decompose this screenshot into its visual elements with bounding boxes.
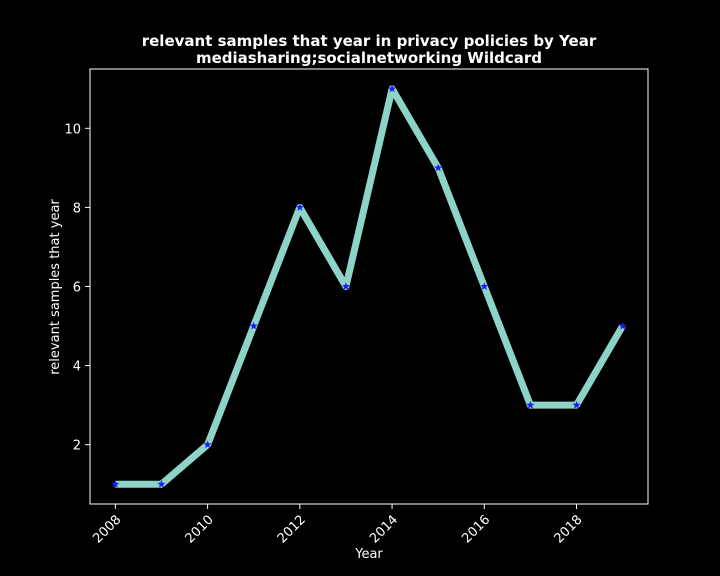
x-tick-label: 2018 (552, 512, 586, 546)
data-point-marker (572, 400, 581, 409)
chart-title: relevant samples that year in privacy po… (142, 32, 597, 50)
data-point-marker (111, 480, 120, 488)
data-point-marker (388, 84, 397, 93)
y-tick-label: 8 (73, 201, 81, 216)
x-tick-label: 2014 (367, 512, 401, 546)
y-tick-label: 6 (73, 281, 81, 296)
x-tick-label: 2012 (275, 512, 309, 546)
y-axis: 2 4 6 8 10 (64, 122, 90, 454)
data-point-marker (157, 480, 166, 488)
x-tick-label: 2008 (90, 512, 124, 546)
y-tick-label: 10 (64, 122, 81, 137)
plot-frame (89, 68, 649, 505)
x-tick-label: 2010 (183, 512, 217, 546)
data-point-marker (203, 440, 212, 449)
data-point-marker (295, 203, 304, 211)
data-point-marker (434, 163, 443, 172)
y-tick-label: 2 (73, 439, 81, 454)
data-markers (111, 84, 627, 488)
data-point-marker (526, 400, 535, 409)
chart-subtitle: mediasharing;socialnetworking Wildcard (196, 49, 542, 67)
y-tick-label: 4 (73, 360, 81, 375)
data-point-marker (618, 321, 627, 330)
data-point-marker (249, 321, 258, 330)
data-point-marker (480, 282, 489, 290)
y-axis-label: relevant samples that year (48, 199, 63, 375)
x-tick-label: 2016 (459, 512, 493, 546)
series-line (115, 85, 626, 488)
x-axis-label: Year (354, 547, 383, 562)
x-axis: 2008 2010 2012 2014 2016 2018 (90, 504, 586, 546)
data-point-marker (341, 282, 350, 290)
